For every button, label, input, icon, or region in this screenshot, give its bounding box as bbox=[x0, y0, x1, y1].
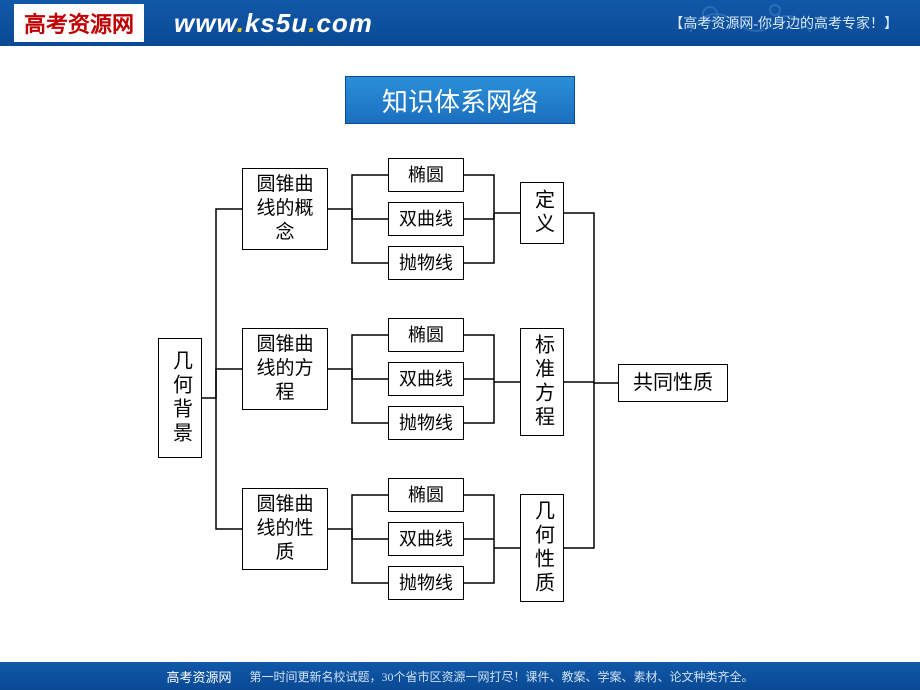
header-bar: 高考资源网 www.ks5u.com 【高考资源网-你身边的高考专家！】 bbox=[0, 0, 920, 46]
node-mid-3: 圆锥曲线的性质 bbox=[242, 488, 328, 570]
node-mid-1: 圆锥曲线的概念 bbox=[242, 168, 328, 250]
node-mid-2: 圆锥曲线的方程 bbox=[242, 328, 328, 410]
site-url: www.ks5u.com bbox=[174, 8, 373, 39]
node-root: 几何背景 bbox=[158, 338, 202, 458]
knowledge-diagram: 几何背景 圆锥曲线的概念 圆锥曲线的方程 圆锥曲线的性质 椭圆 双曲线 抛物线 … bbox=[0, 148, 920, 628]
node-leaf: 椭圆 bbox=[388, 158, 464, 192]
node-leaf: 抛物线 bbox=[388, 566, 464, 600]
tagline: 【高考资源网-你身边的高考专家！】 bbox=[669, 13, 898, 33]
footer-label: 高考资源网 bbox=[166, 667, 231, 686]
footer-text: 第一时间更新名校试题，30个省市区资源一网打尽！课件、教案、学案、素材、论文种类… bbox=[250, 668, 754, 685]
node-leaf: 双曲线 bbox=[388, 362, 464, 396]
node-right-3: 几何性质 bbox=[520, 494, 564, 602]
node-right-1: 定义 bbox=[520, 182, 564, 244]
footer-bar: 高考资源网 第一时间更新名校试题，30个省市区资源一网打尽！课件、教案、学案、素… bbox=[0, 662, 920, 690]
node-right-2: 标准方程 bbox=[520, 328, 564, 436]
url-part: com bbox=[316, 8, 372, 38]
node-leaf: 椭圆 bbox=[388, 318, 464, 352]
page-title: 知识体系网络 bbox=[345, 76, 575, 124]
node-leaf: 抛物线 bbox=[388, 246, 464, 280]
node-final: 共同性质 bbox=[618, 364, 728, 402]
node-leaf: 双曲线 bbox=[388, 522, 464, 556]
url-part: ks5u bbox=[245, 8, 308, 38]
url-part: www bbox=[174, 8, 237, 38]
url-dot: . bbox=[237, 8, 245, 38]
node-leaf: 抛物线 bbox=[388, 406, 464, 440]
node-leaf: 双曲线 bbox=[388, 202, 464, 236]
node-leaf: 椭圆 bbox=[388, 478, 464, 512]
logo: 高考资源网 bbox=[14, 4, 144, 42]
